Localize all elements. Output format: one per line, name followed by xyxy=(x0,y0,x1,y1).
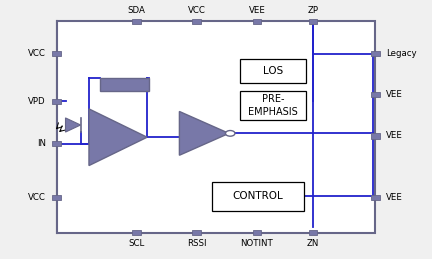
Bar xyxy=(253,230,261,235)
Text: VEE: VEE xyxy=(386,131,403,140)
Bar xyxy=(308,230,317,235)
Bar xyxy=(52,141,61,146)
Text: NOTINT: NOTINT xyxy=(241,239,273,248)
Bar xyxy=(192,19,201,24)
Text: PRE-
EMPHASIS: PRE- EMPHASIS xyxy=(248,95,298,117)
Text: VEE: VEE xyxy=(248,6,265,15)
Bar xyxy=(52,195,61,200)
Text: ZP: ZP xyxy=(308,6,318,15)
Bar xyxy=(57,21,375,233)
Bar xyxy=(100,78,149,91)
Text: Legacy: Legacy xyxy=(386,49,417,58)
Text: SDA: SDA xyxy=(127,6,145,15)
Bar xyxy=(371,51,380,56)
Bar xyxy=(371,133,380,139)
Text: RSSI: RSSI xyxy=(187,239,206,248)
Text: LOS: LOS xyxy=(263,66,283,76)
Bar xyxy=(52,51,61,56)
Bar xyxy=(212,182,304,211)
Bar xyxy=(371,195,380,200)
Bar xyxy=(132,230,141,235)
Text: CONTROL: CONTROL xyxy=(232,191,283,202)
Bar xyxy=(52,99,61,104)
Text: VEE: VEE xyxy=(386,90,403,99)
Polygon shape xyxy=(66,118,81,132)
Text: VEE: VEE xyxy=(386,193,403,202)
Circle shape xyxy=(226,131,235,136)
Text: ZN: ZN xyxy=(307,239,319,248)
Text: SCL: SCL xyxy=(128,239,144,248)
Text: VCC: VCC xyxy=(28,49,46,58)
Bar xyxy=(240,59,306,83)
Bar xyxy=(253,19,261,24)
Bar xyxy=(240,91,306,120)
Bar xyxy=(308,19,317,24)
Polygon shape xyxy=(89,109,147,166)
Bar xyxy=(371,92,380,97)
Text: VPD: VPD xyxy=(28,97,46,106)
Bar xyxy=(132,19,141,24)
Polygon shape xyxy=(179,111,229,155)
Bar xyxy=(192,230,201,235)
Text: IN: IN xyxy=(37,139,46,148)
Text: VCC: VCC xyxy=(28,193,46,202)
Text: VCC: VCC xyxy=(187,6,206,15)
